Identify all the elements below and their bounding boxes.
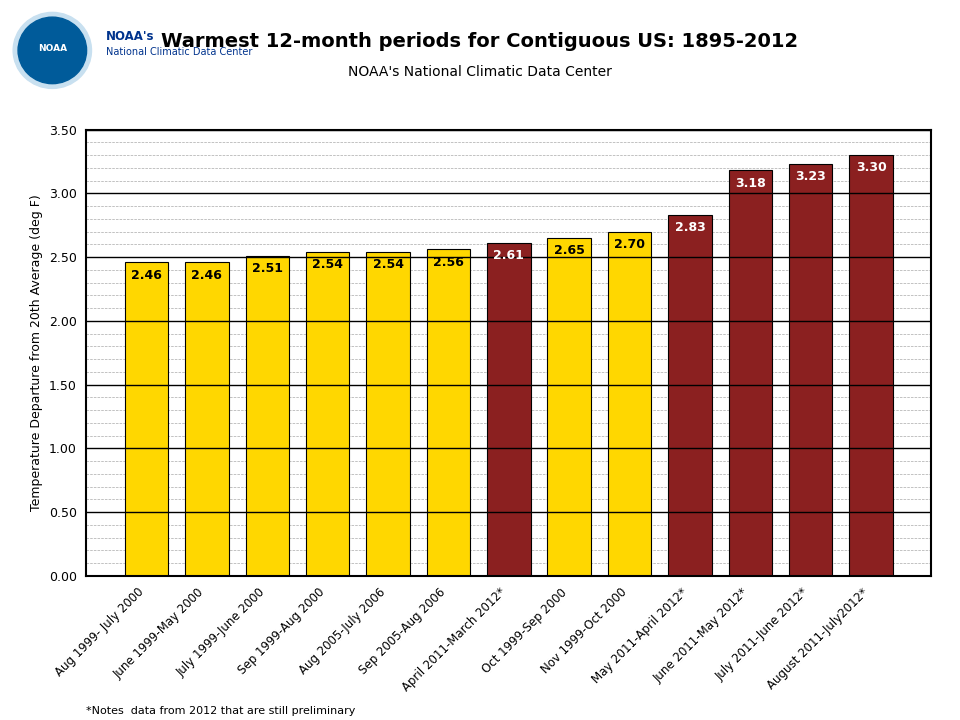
Bar xyxy=(668,215,711,576)
Bar xyxy=(185,262,228,576)
Bar xyxy=(789,164,832,576)
Text: 2.56: 2.56 xyxy=(433,256,464,269)
Bar xyxy=(608,232,651,576)
Text: NOAA's: NOAA's xyxy=(106,30,155,43)
Text: NOAA's National Climatic Data Center: NOAA's National Climatic Data Center xyxy=(348,65,612,78)
Bar xyxy=(547,238,591,576)
Y-axis label: Temperature Departure from 20th Average (deg F): Temperature Departure from 20th Average … xyxy=(30,194,43,511)
Text: 2.54: 2.54 xyxy=(312,258,343,271)
Text: 2.46: 2.46 xyxy=(191,269,223,282)
Text: 2.65: 2.65 xyxy=(554,244,585,257)
Bar xyxy=(306,252,349,576)
Bar xyxy=(487,243,531,576)
Bar xyxy=(246,256,289,576)
Text: National Climatic Data Center: National Climatic Data Center xyxy=(106,47,252,57)
Circle shape xyxy=(13,12,91,89)
Bar xyxy=(850,155,893,576)
Text: 2.51: 2.51 xyxy=(252,262,283,275)
Bar xyxy=(367,252,410,576)
Text: 2.61: 2.61 xyxy=(493,250,524,263)
Bar xyxy=(426,250,470,576)
Bar xyxy=(729,171,772,576)
Text: 2.83: 2.83 xyxy=(675,222,706,235)
Text: 2.54: 2.54 xyxy=(372,258,403,271)
Text: Warmest 12-month periods for Contiguous US: 1895-2012: Warmest 12-month periods for Contiguous … xyxy=(161,32,799,51)
Text: 2.70: 2.70 xyxy=(614,238,645,251)
Text: NOAA: NOAA xyxy=(37,45,67,53)
Text: 2.46: 2.46 xyxy=(132,269,162,282)
Text: 3.23: 3.23 xyxy=(795,171,826,184)
Text: 3.18: 3.18 xyxy=(735,177,766,190)
Bar xyxy=(125,262,168,576)
Circle shape xyxy=(18,17,86,84)
Text: 3.30: 3.30 xyxy=(855,161,886,174)
Text: *Notes  data from 2012 that are still preliminary: *Notes data from 2012 that are still pre… xyxy=(86,706,356,716)
